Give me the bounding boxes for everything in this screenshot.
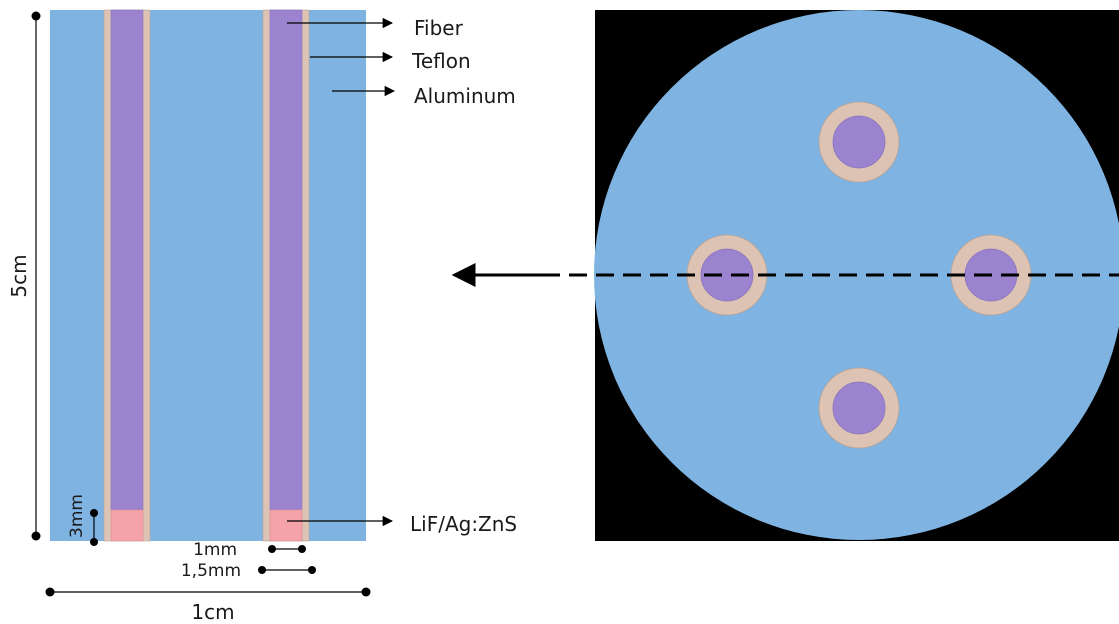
fiber-core — [832, 381, 886, 435]
teflon-label: Teflon — [411, 49, 471, 73]
fiber-core — [269, 9, 303, 511]
aluminum-label: Aluminum — [414, 84, 516, 108]
fiber-core — [700, 248, 754, 302]
fiber-label: Fiber — [414, 16, 464, 40]
fiber-core — [832, 115, 886, 169]
fiber-core — [110, 9, 144, 511]
teflon-diameter-dimension: 1,5mm — [181, 561, 316, 581]
side-view: Fiber Teflon Aluminum LiF/Ag:ZnS 5cm 3mm… — [7, 9, 517, 624]
fiber-hole-left — [686, 234, 768, 316]
fiber-hole-top — [818, 101, 900, 183]
aluminum-block — [50, 10, 366, 541]
scintillator-height-dimension: 3mm — [67, 494, 98, 546]
scintillator-layer — [269, 509, 303, 542]
width-dimension: 1cm — [45, 587, 371, 624]
scintillator-height-label: 3mm — [67, 494, 87, 538]
fiber-hole-bottom — [818, 367, 900, 449]
scintillator-layer — [110, 509, 144, 542]
height-dimension: 5cm — [7, 11, 41, 541]
fiber-channel-right — [262, 9, 310, 542]
fiber-diameter-dimension: 1mm — [193, 540, 306, 560]
top-view — [451, 10, 1119, 541]
teflon-diameter-label: 1,5mm — [181, 561, 241, 581]
fiber-diameter-label: 1mm — [193, 540, 237, 560]
fiber-channel-left — [103, 9, 151, 542]
scintillator-label: LiF/Ag:ZnS — [410, 512, 517, 536]
width-label: 1cm — [191, 600, 234, 624]
height-label: 5cm — [7, 254, 31, 297]
